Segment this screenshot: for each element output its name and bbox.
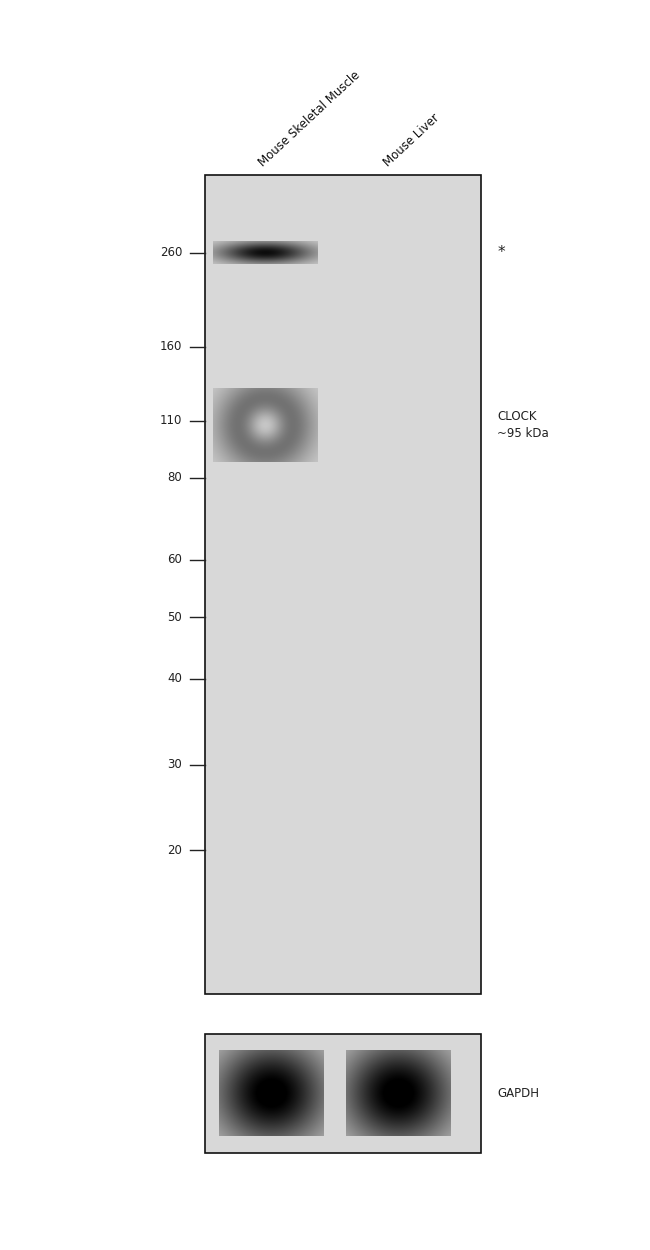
Text: 20: 20: [167, 844, 182, 858]
Text: CLOCK
~95 kDa: CLOCK ~95 kDa: [497, 410, 549, 440]
Text: Mouse Liver: Mouse Liver: [381, 111, 442, 169]
Text: 40: 40: [167, 672, 182, 685]
Text: 30: 30: [167, 758, 182, 771]
Bar: [205, 175, 481, 994]
Bar: [205, 1034, 481, 1152]
Text: Mouse Skeletal Muscle: Mouse Skeletal Muscle: [257, 69, 363, 169]
Text: 260: 260: [160, 246, 182, 259]
Text: 160: 160: [160, 340, 182, 354]
Text: 80: 80: [167, 471, 182, 485]
Text: GAPDH: GAPDH: [497, 1086, 540, 1100]
Text: 60: 60: [167, 554, 182, 566]
Text: *: *: [497, 245, 505, 260]
Text: 110: 110: [160, 414, 182, 428]
Text: 50: 50: [167, 610, 182, 624]
